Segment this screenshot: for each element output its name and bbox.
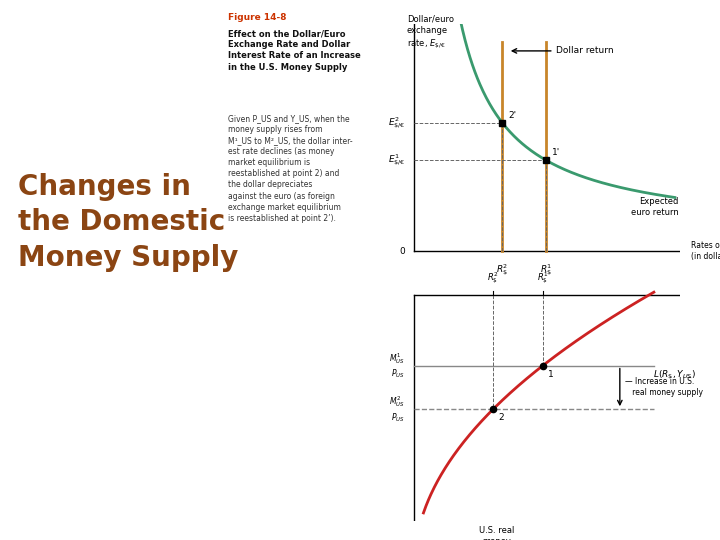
Text: 0: 0 [400,247,405,256]
Text: $R^2_\$$: $R^2_\$$ [487,271,499,286]
Text: — Increase in U.S.
   real money supply: — Increase in U.S. real money supply [626,377,703,397]
Text: 1': 1' [552,148,560,157]
Text: 1: 1 [548,370,554,379]
Text: $L(R_\$, Y_{US})$: $L(R_\$, Y_{US})$ [653,369,696,382]
Text: 2': 2' [508,111,516,120]
Text: U.S. real
money
holdings: U.S. real money holdings [479,526,515,540]
Text: $E^2_{\$/€}$: $E^2_{\$/€}$ [387,115,405,131]
Text: Given P_US and Y_US, when the
money supply rises from
M¹_US to M²_US, the dollar: Given P_US and Y_US, when the money supp… [228,114,352,223]
Text: $R^2_\$$: $R^2_\$$ [496,262,508,278]
Text: Figure 14-8: Figure 14-8 [228,14,286,22]
Text: Expected
euro return: Expected euro return [631,197,678,218]
Text: 2: 2 [499,413,504,422]
Text: Changes in
the Domestic
Money Supply: Changes in the Domestic Money Supply [17,173,238,272]
Text: Dollar/euro
exchange
rate, $E_{\$/€}$: Dollar/euro exchange rate, $E_{\$/€}$ [407,15,454,51]
Text: $R^1_\$$: $R^1_\$$ [537,271,549,286]
Text: Rates of return
(in dollar terms): Rates of return (in dollar terms) [691,241,720,261]
Text: $M^1_{US}$
$P_{US}$: $M^1_{US}$ $P_{US}$ [390,351,405,380]
Text: Dollar return: Dollar return [556,46,613,56]
Text: $E^1_{\$/€}$: $E^1_{\$/€}$ [387,153,405,168]
Text: $M^2_{US}$
$P_{US}$: $M^2_{US}$ $P_{US}$ [390,395,405,424]
Text: Effect on the Dollar/Euro
Exchange Rate and Dollar
Interest Rate of an Increase
: Effect on the Dollar/Euro Exchange Rate … [228,29,360,71]
Text: $R^1_\$$: $R^1_\$$ [540,262,553,278]
